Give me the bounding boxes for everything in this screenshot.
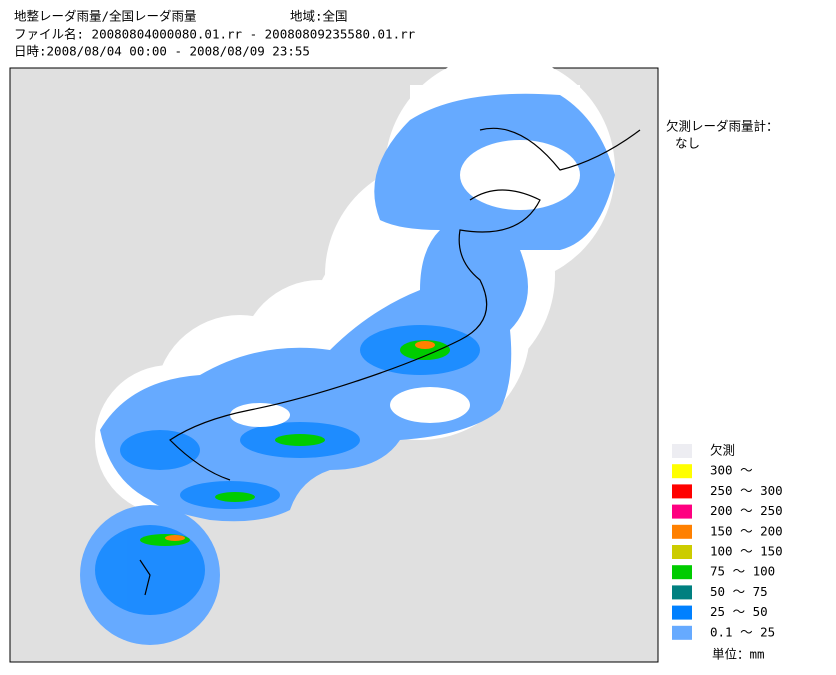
legend-label: 0.1 ～ 25 (710, 624, 775, 639)
legend-label: 250 ～ 300 (710, 483, 783, 498)
legend-label: 欠測 (710, 443, 735, 458)
period: 日時:2008/08/04 00:00 - 2008/08/09 23:55 (14, 44, 310, 59)
legend-swatch (672, 464, 692, 479)
legend: 欠測 300 ～ 250 ～ 300 200 ～ 250 150 ～ 200 100 ～ … (672, 443, 783, 640)
legend-swatch (672, 524, 692, 539)
title: 地整レーダ雨量/全国レーダ雨量 (14, 9, 197, 24)
legend-label: 75 ～ 100 (710, 564, 775, 579)
legend-swatch (672, 605, 692, 620)
legend-swatch (672, 484, 692, 499)
legend-unit: 単位：mm (712, 647, 765, 662)
legend-label: 100 ～ 150 (710, 544, 783, 559)
missing-radar-label: 欠測レーダ雨量計： (666, 119, 779, 134)
legend-label: 50 ～ 75 (710, 584, 768, 599)
legend-swatch (672, 625, 692, 640)
map (9, 55, 659, 663)
legend-swatch (672, 504, 692, 519)
legend-label: 25 ～ 50 (710, 604, 768, 619)
legend-label: 200 ～ 250 (710, 503, 783, 518)
legend-label: 300 ～ (710, 463, 753, 478)
legend-swatch (672, 545, 692, 559)
missing-radar-value: なし (675, 136, 700, 151)
legend-swatch (672, 444, 692, 458)
region: 地域:全国 (290, 9, 348, 24)
file-name: ファイル名: 20080804000080.01.rr - 2008080923… (14, 27, 416, 42)
legend-swatch (672, 585, 692, 600)
legend-swatch (672, 565, 692, 580)
legend-label: 150 ～ 200 (710, 523, 783, 538)
